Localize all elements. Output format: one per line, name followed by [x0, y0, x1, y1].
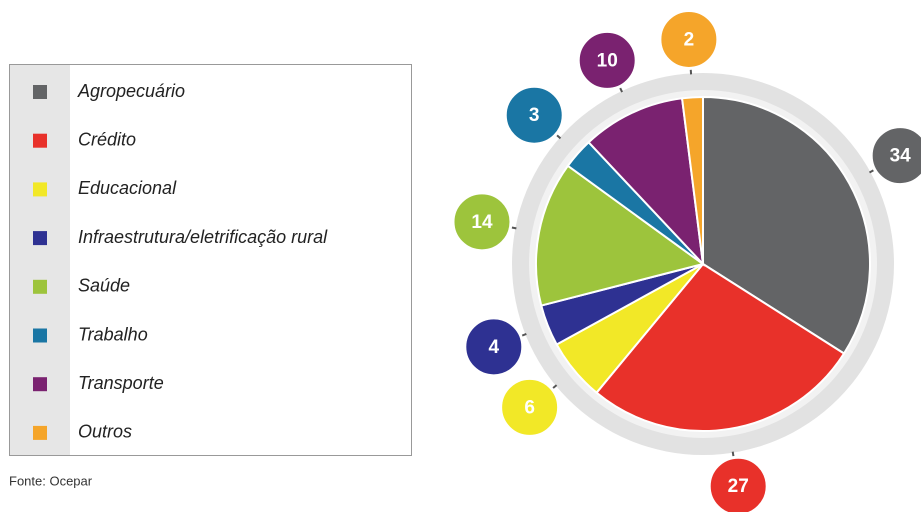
- badge: [707, 455, 769, 512]
- badge: [576, 29, 638, 91]
- data-label: 10: [597, 50, 618, 71]
- pie-slice: [595, 262, 846, 432]
- legend-swatch: [33, 279, 47, 294]
- legend-swatch: [33, 377, 47, 392]
- legend-label: Saúde: [78, 276, 130, 296]
- data-label: 27: [728, 476, 749, 497]
- legend-label: Agropecuário: [77, 81, 185, 101]
- legend-label: Infraestrutura/eletrificação rural: [78, 227, 328, 247]
- badge: [658, 8, 720, 70]
- data-label: 4: [489, 337, 500, 358]
- legend-swatch: [33, 328, 47, 343]
- source: Fonte: Ocepar: [9, 473, 93, 488]
- pie-slice: [680, 95, 704, 265]
- legend-label: Educacional: [78, 178, 177, 198]
- data-label: 3: [529, 105, 540, 126]
- badge: [463, 316, 525, 378]
- legend-box: [9, 64, 412, 456]
- legend-swatch: [33, 85, 47, 99]
- data-label: 6: [524, 397, 535, 418]
- pie-slice: [535, 164, 706, 307]
- badge: [499, 376, 561, 438]
- legend-column: [10, 65, 70, 455]
- legend-label: Crédito: [78, 129, 136, 149]
- data-label: 34: [890, 146, 912, 167]
- pie-slice: [587, 97, 705, 267]
- legend-swatch: [33, 231, 47, 246]
- badge: [503, 84, 565, 146]
- legend-swatch: [33, 133, 47, 148]
- badge: [451, 191, 513, 253]
- legend-swatch: [33, 425, 47, 440]
- legend-label: Transporte: [78, 373, 164, 393]
- legend-swatch: [33, 182, 47, 197]
- data-label: 14: [471, 212, 493, 233]
- badge: [869, 125, 921, 187]
- data-label: 2: [684, 29, 695, 50]
- legend-label: Outros: [78, 422, 132, 442]
- legend-label: Trabalho: [78, 324, 148, 344]
